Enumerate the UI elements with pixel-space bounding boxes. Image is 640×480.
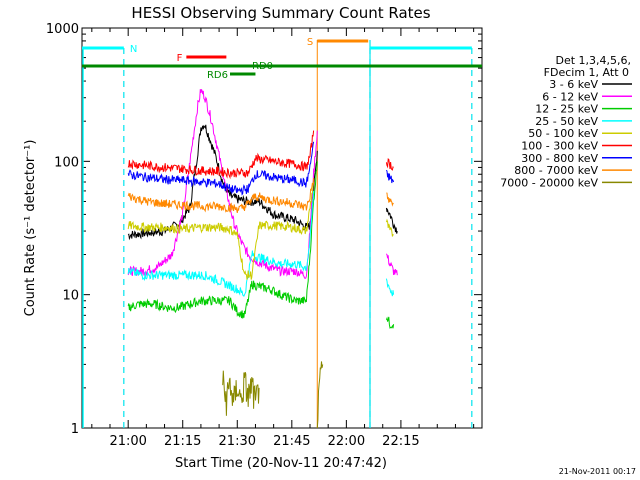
legend: Det 1,3,4,5,6,FDecim 1, Att 03 - 6 keV6 … bbox=[500, 54, 632, 189]
legend-entry-label: 25 - 50 keV bbox=[535, 115, 598, 128]
series-line-100-300-keV bbox=[127, 130, 315, 180]
series-line-6-12-keV bbox=[385, 253, 398, 276]
flag-label-n: N bbox=[130, 44, 137, 55]
y-tick-label: 100 bbox=[54, 155, 79, 170]
series-line-7000-20000-keV bbox=[316, 361, 324, 429]
flag-label-rd0: RD0 bbox=[252, 61, 273, 72]
series-line-800-7000-keV bbox=[127, 177, 315, 214]
series-line-3-6-keV bbox=[127, 124, 318, 241]
x-axis-label: Start Time (20-Nov-11 20:47:42) bbox=[175, 456, 387, 471]
legend-entry-label: 50 - 100 keV bbox=[528, 127, 598, 140]
x-tick-label: 21:15 bbox=[164, 434, 201, 449]
series-line-100-300-keV bbox=[385, 158, 394, 171]
series-line-6-12-keV bbox=[127, 89, 318, 279]
series-line-12-25-keV bbox=[127, 161, 318, 319]
series-line-300-800-keV bbox=[385, 169, 395, 184]
legend-entry-label: 7000 - 20000 keV bbox=[500, 176, 598, 189]
series-line-3-6-keV bbox=[385, 207, 398, 234]
series-line-800-7000-keV bbox=[386, 192, 394, 207]
y-tick-label: 10 bbox=[62, 289, 79, 304]
flag-label-f: F bbox=[177, 53, 183, 64]
flag-layer: N F RD0 RD6 S bbox=[82, 37, 482, 428]
flag-label-s: S bbox=[307, 37, 313, 48]
chart-title: HESSI Observing Summary Count Rates bbox=[131, 4, 430, 22]
legend-entry-label: 100 - 300 keV bbox=[521, 140, 598, 153]
legend-entry-label: 6 - 12 keV bbox=[542, 90, 598, 103]
legend-entry-label: 300 - 800 keV bbox=[521, 152, 598, 165]
y-axis-label: Count Rate (s⁻¹ detector⁻¹) bbox=[23, 140, 38, 317]
x-tick-label: 21:45 bbox=[273, 434, 310, 449]
y-tick-label: 1000 bbox=[46, 22, 79, 37]
series-line-7000-20000-keV bbox=[222, 370, 260, 416]
footer-timestamp: 21-Nov-2011 00:17 bbox=[559, 467, 636, 476]
x-tick-label: 21:00 bbox=[109, 434, 146, 449]
series-line-50-100-keV bbox=[127, 181, 315, 280]
legend-entry-label: 12 - 25 keV bbox=[535, 103, 598, 116]
series-layer bbox=[127, 89, 398, 429]
legend-entry-label: 3 - 6 keV bbox=[549, 78, 598, 91]
series-line-25-50-keV bbox=[127, 190, 315, 298]
legend-header-line: Det 1,3,4,5,6, bbox=[555, 54, 631, 67]
y-tick-label: 1 bbox=[71, 422, 79, 437]
plot-frame bbox=[81, 27, 483, 429]
x-tick-label: 22:15 bbox=[382, 434, 419, 449]
series-line-12-25-keV bbox=[385, 316, 395, 329]
legend-header-line: FDecim 1, Att 0 bbox=[544, 66, 629, 79]
series-line-25-50-keV bbox=[385, 278, 395, 297]
series-line-50-100-keV bbox=[385, 218, 394, 237]
series-line-300-800-keV bbox=[127, 141, 315, 196]
axes-layer: 21:00 21:15 21:30 21:45 22:00 22:15 1 10 100 1000 bbox=[46, 22, 483, 449]
x-tick-label: 22:00 bbox=[328, 434, 365, 449]
x-tick-label: 21:30 bbox=[219, 434, 256, 449]
legend-entry-label: 800 - 7000 keV bbox=[514, 164, 598, 177]
flag-label-rd6: RD6 bbox=[207, 70, 228, 81]
